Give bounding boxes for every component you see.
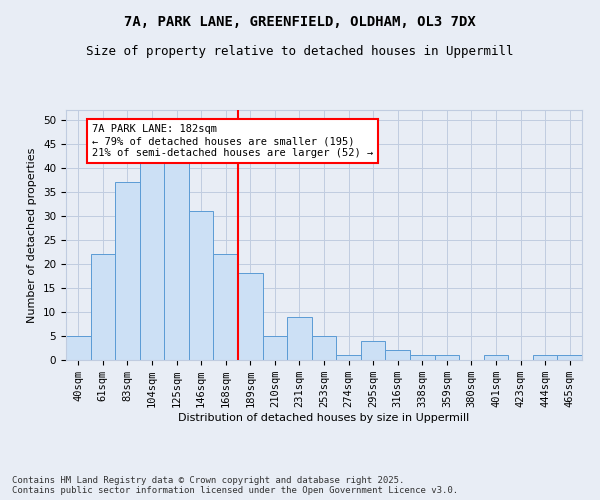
Bar	[238, 274, 263, 360]
Bar	[385, 350, 410, 360]
Bar	[214, 254, 238, 360]
Bar	[484, 355, 508, 360]
Text: 7A PARK LANE: 182sqm
← 79% of detached houses are smaller (195)
21% of semi-deta: 7A PARK LANE: 182sqm ← 79% of detached h…	[92, 124, 373, 158]
Bar	[115, 182, 140, 360]
Text: 7A, PARK LANE, GREENFIELD, OLDHAM, OL3 7DX: 7A, PARK LANE, GREENFIELD, OLDHAM, OL3 7…	[124, 15, 476, 29]
Bar	[312, 336, 336, 360]
Text: Contains HM Land Registry data © Crown copyright and database right 2025.
Contai: Contains HM Land Registry data © Crown c…	[12, 476, 458, 495]
Bar	[434, 355, 459, 360]
Bar	[533, 355, 557, 360]
Bar	[140, 158, 164, 360]
Text: Size of property relative to detached houses in Uppermill: Size of property relative to detached ho…	[86, 45, 514, 58]
X-axis label: Distribution of detached houses by size in Uppermill: Distribution of detached houses by size …	[178, 413, 470, 423]
Bar	[287, 316, 312, 360]
Bar	[164, 163, 189, 360]
Bar	[91, 254, 115, 360]
Bar	[557, 355, 582, 360]
Bar	[336, 355, 361, 360]
Bar	[263, 336, 287, 360]
Bar	[361, 341, 385, 360]
Y-axis label: Number of detached properties: Number of detached properties	[28, 148, 37, 322]
Bar	[410, 355, 434, 360]
Bar	[189, 211, 214, 360]
Bar	[66, 336, 91, 360]
